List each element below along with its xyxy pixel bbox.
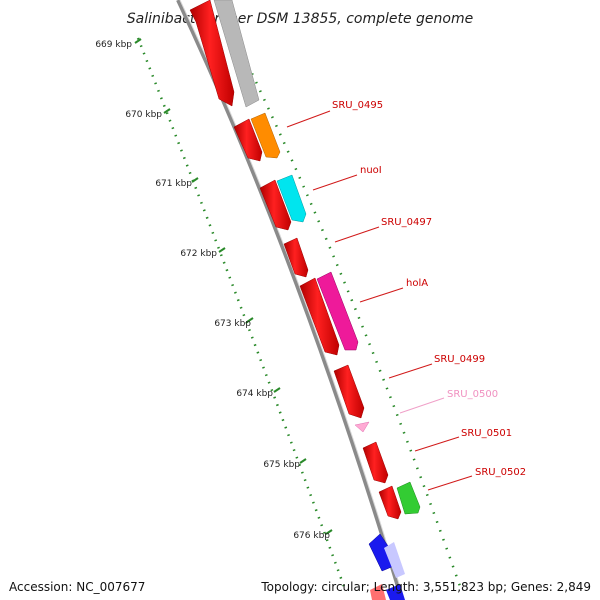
genome-backbone	[176, 0, 404, 600]
gene-feature-sru-0495	[250, 112, 281, 159]
gene-feature-sru-0502	[396, 481, 421, 515]
accession-label: Accession: NC_007677	[9, 580, 146, 594]
cds-track-outer	[213, 0, 421, 600]
leader-line	[427, 475, 473, 491]
gene-label-sru-0495: SRU_0495	[332, 100, 383, 111]
gene-feature	[283, 237, 309, 278]
tick-label: 673 kbp	[214, 319, 251, 329]
tick-track-outer	[246, 64, 464, 593]
label-leaders	[286, 110, 473, 491]
tick-label: 669 kbp	[95, 40, 132, 50]
gene-labels: SRU_0495 nuoI SRU_0497 holA SRU_0499 SRU…	[332, 100, 526, 478]
leader-line	[312, 174, 358, 191]
gene-feature-sru-0500	[354, 421, 370, 433]
gene-feature-nuoi	[276, 174, 307, 223]
gene-feature-hola	[316, 271, 359, 351]
gene-feature-gray	[213, 0, 260, 108]
tick-mark	[134, 38, 142, 44]
tick-mark	[163, 108, 171, 114]
tick-marks	[134, 38, 333, 535]
leader-line	[359, 287, 404, 303]
tick-label: 670 kbp	[125, 110, 162, 120]
leader-line	[414, 436, 460, 452]
gene-feature	[333, 364, 365, 419]
gene-feature	[386, 584, 405, 600]
leader-line	[286, 110, 331, 128]
gene-label-hola: holA	[406, 278, 428, 289]
leader-line	[334, 226, 380, 243]
gene-feature	[362, 441, 389, 484]
tick-label: 675 kbp	[263, 460, 300, 470]
tick-mark	[191, 177, 199, 183]
tick-labels: 669 kbp 670 kbp 671 kbp 672 kbp 673 kbp …	[95, 40, 330, 541]
tick-label: 671 kbp	[155, 179, 192, 189]
leader-line	[388, 363, 433, 379]
tick-mark	[325, 529, 333, 535]
tick-mark	[246, 317, 254, 323]
leader-line	[399, 397, 445, 414]
genome-backbone-edge	[179, 0, 405, 600]
gene-feature	[384, 542, 405, 578]
gene-feature	[259, 179, 292, 231]
gene-label-nuoi: nuoI	[360, 165, 382, 176]
gene-label-sru-0502: SRU_0502	[475, 467, 526, 478]
gene-feature	[189, 0, 235, 107]
tick-label: 672 kbp	[180, 249, 217, 259]
map-title: Salinibacter ruber DSM 13855, complete g…	[127, 11, 473, 27]
gene-label-sru-0500: SRU_0500	[447, 389, 498, 400]
gene-feature	[233, 118, 263, 162]
gene-label-sru-0499: SRU_0499	[434, 354, 485, 365]
tick-mark	[299, 458, 307, 464]
tick-label: 674 kbp	[236, 389, 273, 399]
tick-mark	[273, 387, 281, 393]
tick-label: 676 kbp	[293, 531, 330, 541]
gene-feature	[370, 584, 386, 600]
gene-feature	[378, 485, 402, 520]
cds-track-inner	[189, 0, 402, 600]
gene-feature	[299, 277, 340, 356]
tick-mark	[218, 247, 226, 253]
gene-label-sru-0497: SRU_0497	[381, 217, 432, 228]
gene-label-sru-0501: SRU_0501	[461, 428, 512, 439]
tick-track-inner	[136, 37, 348, 593]
genome-summary: Topology: circular; Length: 3,551,823 bp…	[261, 580, 591, 594]
